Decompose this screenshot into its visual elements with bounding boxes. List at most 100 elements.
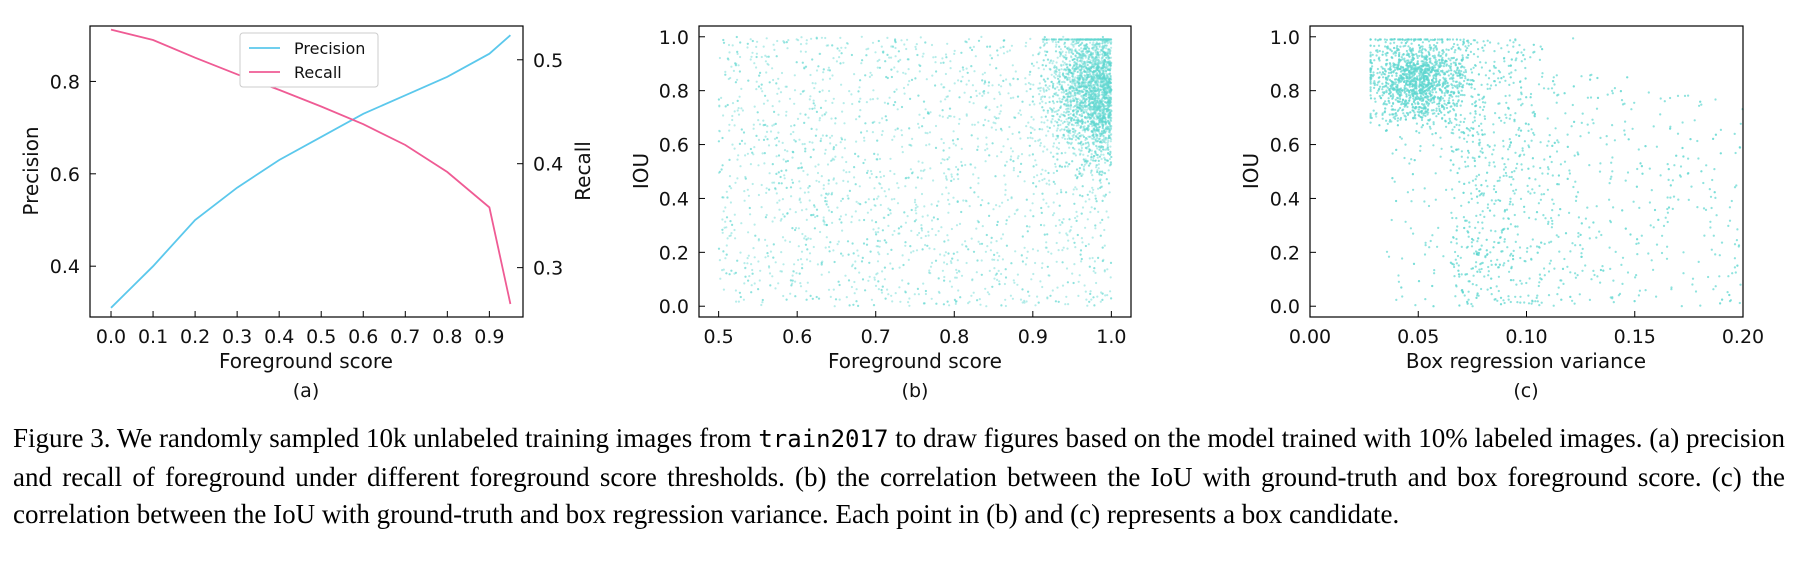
scatter-point [1095, 42, 1098, 46]
scatter-point [864, 74, 867, 77]
scatter-point [1072, 193, 1075, 196]
scatter-point [1079, 38, 1082, 41]
scatter-point [1105, 86, 1109, 89]
scatter-point [1028, 294, 1031, 297]
scatter-point [1048, 88, 1051, 91]
scatter-point [879, 176, 882, 179]
scatter-point [1083, 60, 1086, 64]
scatter-point [1104, 38, 1107, 41]
scatter-point [880, 186, 883, 190]
scatter-point [924, 292, 928, 296]
scatter-point [821, 260, 824, 263]
scatter-point [773, 48, 776, 52]
scatter-point [1079, 53, 1082, 56]
scatter-point [953, 115, 956, 118]
scatter-point [926, 244, 929, 247]
scatter-point [779, 91, 783, 94]
scatter-point [724, 257, 727, 260]
scatter-point [1095, 69, 1099, 72]
scatter-point [980, 273, 983, 276]
scatter-point [753, 146, 756, 149]
scatter-point [1041, 178, 1044, 182]
scatter-point [766, 99, 769, 102]
scatter-point [1104, 101, 1107, 104]
scatter-point [977, 145, 980, 148]
scatter-point [764, 216, 768, 219]
scatter-point [1094, 159, 1097, 162]
scatter-point [1051, 40, 1054, 43]
scatter-point [940, 83, 943, 86]
scatter-point [1105, 178, 1108, 181]
scatter-point [1096, 156, 1099, 159]
scatter-point [1090, 130, 1093, 133]
scatter-point [788, 240, 792, 243]
scatter-point [1098, 155, 1101, 158]
scatter-point [902, 86, 906, 90]
scatter-point [965, 245, 968, 248]
scatter-point [1099, 113, 1102, 116]
scatter-point [1103, 59, 1106, 62]
scatter-point [1108, 131, 1111, 134]
scatter-point [1063, 114, 1066, 117]
scatter-point [1077, 137, 1080, 140]
scatter-point [1104, 93, 1108, 96]
scatter-point [1109, 61, 1112, 64]
scatter-point [840, 221, 843, 224]
scatter-point [756, 111, 759, 114]
scatter-point [1075, 51, 1079, 55]
scatter-point [916, 287, 920, 290]
scatter-point [1026, 136, 1029, 140]
scatter-point [1023, 180, 1026, 183]
scatter-point [1067, 123, 1070, 126]
scatter-point [853, 176, 856, 179]
scatter-point [1074, 86, 1077, 89]
scatter-point [848, 189, 852, 192]
scatter-point [1094, 130, 1097, 134]
scatter-point [1102, 95, 1106, 98]
scatter-point [1057, 147, 1060, 150]
scatter-point [1020, 162, 1023, 165]
scatter-point [1045, 134, 1048, 137]
scatter-point [807, 191, 810, 194]
scatter-point [948, 304, 951, 307]
scatter-point [722, 38, 725, 42]
scatter-point [1076, 92, 1079, 95]
scatter-point [1093, 260, 1096, 263]
scatter-point [1079, 38, 1082, 41]
scatter-point [1086, 68, 1089, 71]
scatter-point [1081, 120, 1084, 123]
scatter-point [1102, 120, 1105, 124]
scatter-point [1054, 87, 1057, 90]
scatter-point [1052, 135, 1055, 138]
scatter-point [1105, 38, 1108, 41]
scatter-point [1042, 87, 1045, 90]
scatter-point [1054, 41, 1057, 44]
scatter-point [1063, 137, 1067, 140]
scatter-point [1080, 125, 1083, 128]
scatter-point [942, 86, 945, 89]
scatter-point [1084, 87, 1087, 90]
scatter-point [1107, 152, 1110, 155]
scatter-point [879, 170, 882, 173]
scatter-point [890, 248, 893, 251]
scatter-point [1009, 294, 1013, 297]
scatter-point [906, 58, 910, 61]
scatter-point [1108, 38, 1111, 41]
scatter-point [1045, 50, 1048, 53]
series-line-recall [110, 28, 512, 305]
scatter-point [850, 93, 853, 96]
scatter-point [1072, 281, 1075, 285]
scatter-point [1068, 230, 1071, 233]
scatter-point [1096, 95, 1099, 98]
scatter-point [1092, 79, 1096, 82]
scatter-point [751, 268, 754, 272]
scatter-point [1068, 137, 1072, 140]
scatter-point [944, 251, 948, 254]
scatter-point [1048, 179, 1051, 182]
scatter-point [956, 200, 959, 203]
scatter-point [858, 219, 861, 222]
scatter-point [721, 228, 724, 231]
scatter-point [1041, 192, 1044, 195]
scatter-point [1099, 66, 1102, 69]
scatter-point [808, 107, 811, 110]
